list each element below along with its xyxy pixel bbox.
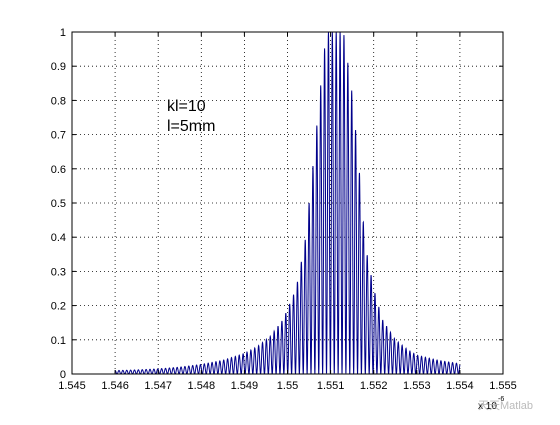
x-exponent-label: x 10 <box>478 401 497 412</box>
annotation-kl: kl=10 <box>167 98 206 115</box>
y-tick-label: 0.1 <box>51 335 66 347</box>
y-tick-label: 0.2 <box>51 301 66 313</box>
y-tick-label: 0.6 <box>51 164 66 176</box>
y-tick-label: 0.4 <box>51 232 66 244</box>
x-tick-label: 1.546 <box>101 380 129 392</box>
x-tick-label: 1.553 <box>403 380 431 392</box>
x-tick-label: 1.545 <box>58 380 86 392</box>
x-tick-label: 1.548 <box>188 380 216 392</box>
y-tick-label: 0.5 <box>51 198 66 210</box>
y-axis: 0 0.1 0.2 0.3 0.4 0.5 0.6 0.7 0.8 0.9 1 <box>51 27 503 381</box>
x-tick-label: 1.551 <box>317 380 345 392</box>
y-tick-label: 0.9 <box>51 61 66 73</box>
x-tick-label: 1.552 <box>360 380 388 392</box>
grid <box>72 32 503 374</box>
y-tick-label: 0.8 <box>51 95 66 107</box>
y-tick-label: 0 <box>60 369 66 381</box>
x-tick-label: 1.554 <box>446 380 474 392</box>
x-tick-label: 1.55 <box>277 380 298 392</box>
x-axis: 1.545 1.546 1.547 1.548 1.549 1.55 1.551 1.552 1… <box>58 32 517 392</box>
annotation-l: l=5mm <box>167 118 215 135</box>
y-tick-label: 0.3 <box>51 266 66 278</box>
x-tick-label: 1.555 <box>489 380 517 392</box>
y-tick-label: 1 <box>60 27 66 39</box>
x-exponent-power: -6 <box>498 396 504 403</box>
y-tick-label: 0.7 <box>51 130 66 142</box>
x-tick-label: 1.547 <box>144 380 172 392</box>
watermark-text: 天天Matlab <box>478 400 533 412</box>
x-tick-label: 1.549 <box>231 380 259 392</box>
